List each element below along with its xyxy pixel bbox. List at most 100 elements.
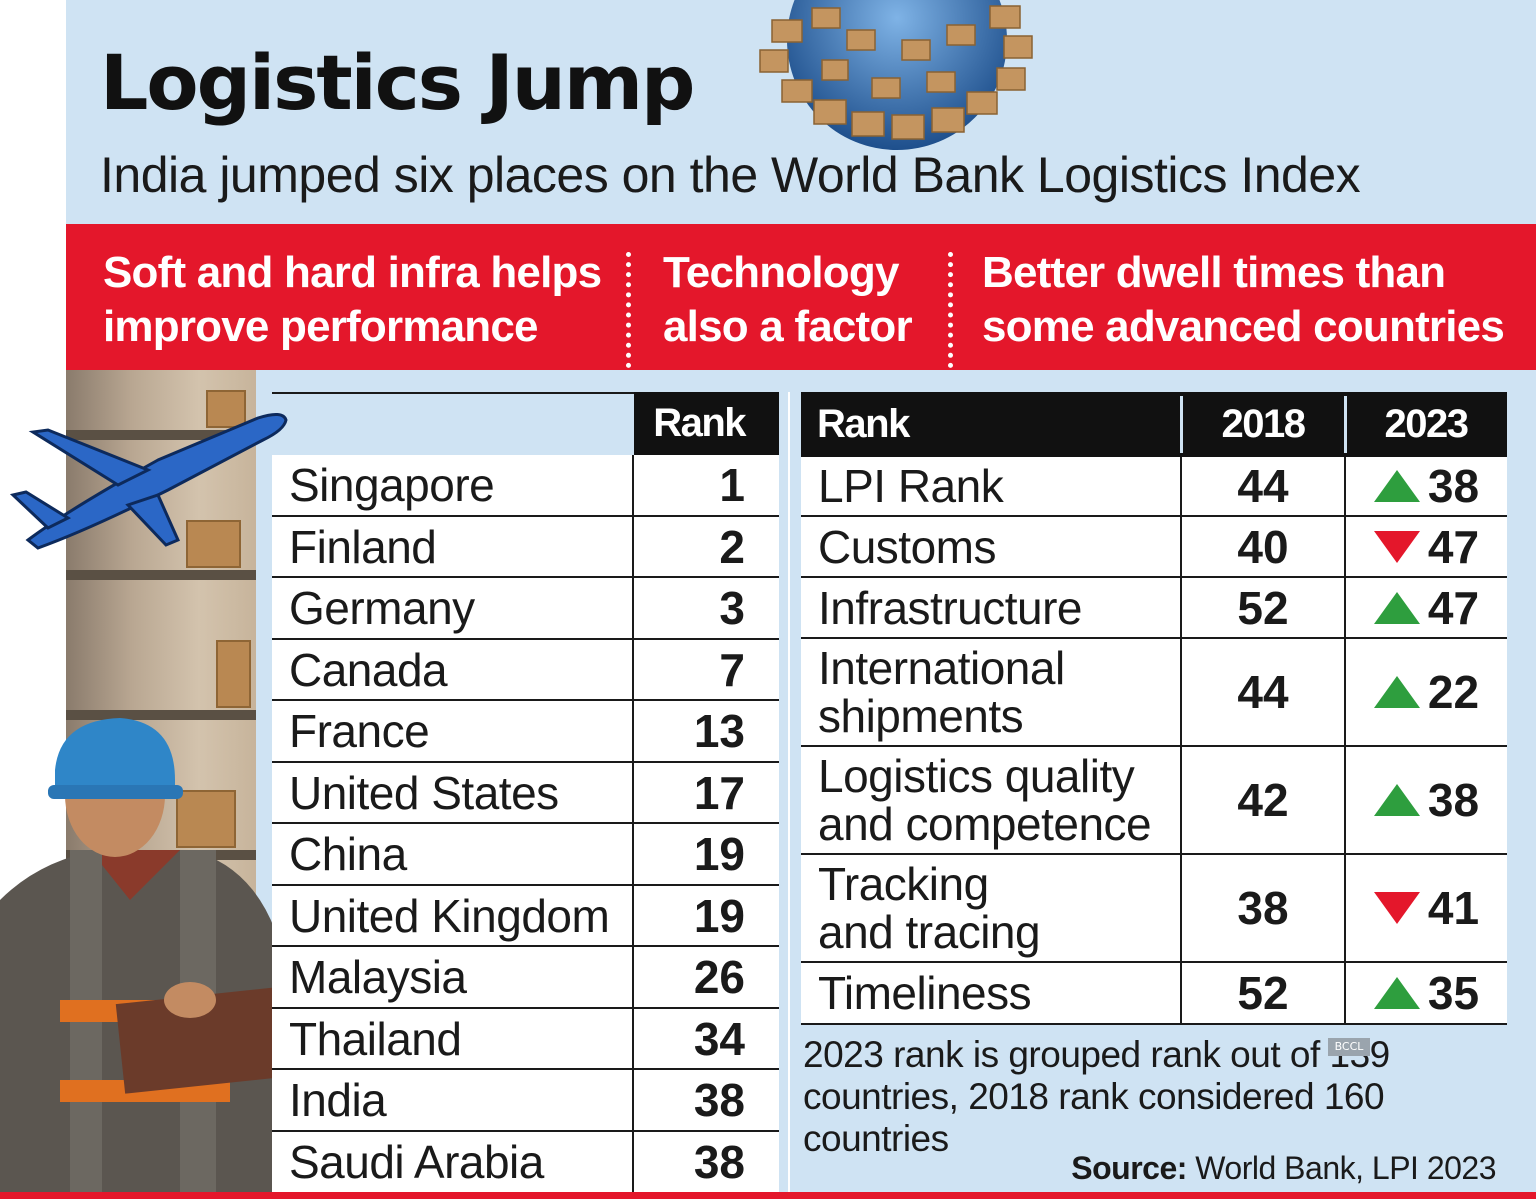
page-title: Logistics Jump	[100, 38, 695, 127]
table-row: France 13	[272, 701, 779, 763]
banner-item-dwell-times: Better dwell times than some advanced co…	[982, 246, 1505, 354]
value-2023-cell: 35	[1346, 963, 1507, 1023]
country-rank: 26	[634, 947, 779, 1007]
value-2023: 41	[1427, 882, 1480, 934]
metric-name: Timeliness	[818, 967, 1032, 1019]
value-2023-cell: 38	[1346, 457, 1507, 515]
airplane-icon	[9, 413, 288, 550]
country-name: Thailand	[272, 1008, 632, 1068]
india-lpi-table: Rank 2018 2023 LPI Rank 44 38 Customs 40…	[801, 392, 1507, 1025]
subtitle: India jumped six places on the World Ban…	[100, 147, 1361, 203]
source-text: World Bank, LPI 2023	[1195, 1150, 1496, 1186]
table-header: Rank 2018 2023	[801, 392, 1507, 457]
value-2023: 35	[1427, 967, 1480, 1019]
country-rank: 3	[634, 578, 779, 638]
value-2023: 47	[1427, 581, 1480, 634]
trend-up-icon	[1373, 784, 1420, 816]
value-2018: 52	[1237, 581, 1289, 634]
bottom-accent-bar	[0, 1192, 1536, 1199]
country-rank: 38	[634, 1131, 779, 1193]
value-2018: 44	[1237, 666, 1289, 718]
country-rank: 34	[634, 1008, 779, 1068]
banner-line: Soft and hard infra helps	[103, 248, 602, 297]
value-2018: 42	[1237, 774, 1289, 826]
value-2023: 38	[1427, 460, 1480, 512]
value-2018: 40	[1237, 520, 1289, 573]
table-divider	[788, 392, 790, 1199]
watermark: BCCL	[1328, 1038, 1370, 1056]
country-name: China	[272, 824, 632, 884]
table-row: Customs 40 47	[801, 517, 1507, 578]
country-rank: 2	[634, 516, 779, 576]
banner-line: Technology	[663, 248, 899, 297]
metric-name: Logistics quality and competence	[818, 750, 1152, 850]
country-rank: 13	[634, 701, 779, 761]
banner-item-technology: Technology also a factor	[663, 246, 913, 354]
country-rank: 19	[634, 885, 779, 945]
trend-down-icon	[1373, 892, 1420, 924]
table-row: Logistics quality and competence 42 38	[801, 747, 1507, 855]
metric-name: LPI Rank	[818, 460, 1004, 512]
value-2023: 38	[1427, 774, 1480, 826]
value-2023: 47	[1427, 520, 1480, 573]
table-row: Infrastructure 52 47	[801, 578, 1507, 639]
value-2023-cell: 47	[1346, 578, 1507, 637]
value-2023: 22	[1427, 666, 1480, 718]
country-name: Malaysia	[272, 947, 632, 1007]
source-label: Source:	[1071, 1150, 1187, 1186]
metric-name: International shipments	[818, 642, 1065, 742]
banner-divider	[626, 252, 631, 368]
table-row: Timeliness 52 35	[801, 963, 1507, 1025]
table-row: Canada 7	[272, 639, 779, 701]
metric-name: Tracking and tracing	[818, 858, 1041, 958]
table-header: Rank	[272, 392, 779, 455]
country-name: Finland	[272, 516, 632, 576]
trend-down-icon	[1373, 530, 1420, 563]
trend-up-icon	[1373, 977, 1420, 1009]
banner-line: also a factor	[663, 302, 913, 351]
banner-item-infra: Soft and hard infra helps improve perfor…	[103, 246, 602, 354]
value-2023-cell: 41	[1346, 855, 1507, 961]
value-2018: 44	[1237, 460, 1289, 512]
metric-name: Customs	[818, 520, 996, 573]
banner-line: improve performance	[103, 302, 539, 351]
footnote: 2023 rank is grouped rank out of 139 cou…	[803, 1034, 1390, 1159]
value-2018: 38	[1237, 882, 1289, 934]
table-row: Thailand 34	[272, 1008, 779, 1070]
column-header-rank: Rank	[634, 392, 779, 455]
country-name: Singapore	[272, 455, 632, 515]
banner-divider	[948, 252, 953, 368]
country-rank: 17	[634, 762, 779, 822]
country-name: India	[272, 1070, 632, 1130]
highlights-banner: Soft and hard infra helps improve perfor…	[66, 224, 1536, 370]
metric-name: Infrastructure	[818, 581, 1083, 634]
worker-photo	[0, 718, 295, 1199]
column-header-rank: Rank	[817, 402, 910, 446]
column-header-2023: 2023	[1384, 402, 1469, 446]
table-row: United Kingdom 19	[272, 885, 779, 947]
trend-up-icon	[1373, 676, 1420, 708]
country-name: Canada	[272, 639, 632, 699]
country-name: France	[272, 701, 632, 761]
column-header-2018: 2018	[1221, 402, 1306, 446]
value-2023-cell: 22	[1346, 639, 1507, 745]
table-row: International shipments 44 22	[801, 639, 1507, 747]
table-row: China 19	[272, 824, 779, 886]
country-name: United Kingdom	[272, 885, 632, 945]
value-2023-cell: 38	[1346, 747, 1507, 853]
value-2018: 52	[1237, 967, 1289, 1019]
table-row: United States 17	[272, 762, 779, 824]
table-row: Tracking and tracing 38 41	[801, 855, 1507, 963]
trend-up-icon	[1373, 591, 1420, 624]
country-rank: 1	[634, 455, 779, 515]
value-2023-cell: 47	[1346, 517, 1507, 576]
country-rank: 19	[634, 824, 779, 884]
globe-boxes-image	[759, 0, 1033, 150]
table-row: India 38	[272, 1070, 779, 1132]
table-row: Germany 3	[272, 578, 779, 640]
country-rank-table: Rank Singapore 1 Finland 2 Germany 3 Canada…	[272, 392, 779, 1193]
source-credit: Source: World Bank, LPI 2023	[1071, 1150, 1496, 1187]
table-row: Singapore 1	[272, 455, 779, 517]
country-name: Germany	[272, 578, 632, 638]
country-name: United States	[272, 762, 632, 822]
